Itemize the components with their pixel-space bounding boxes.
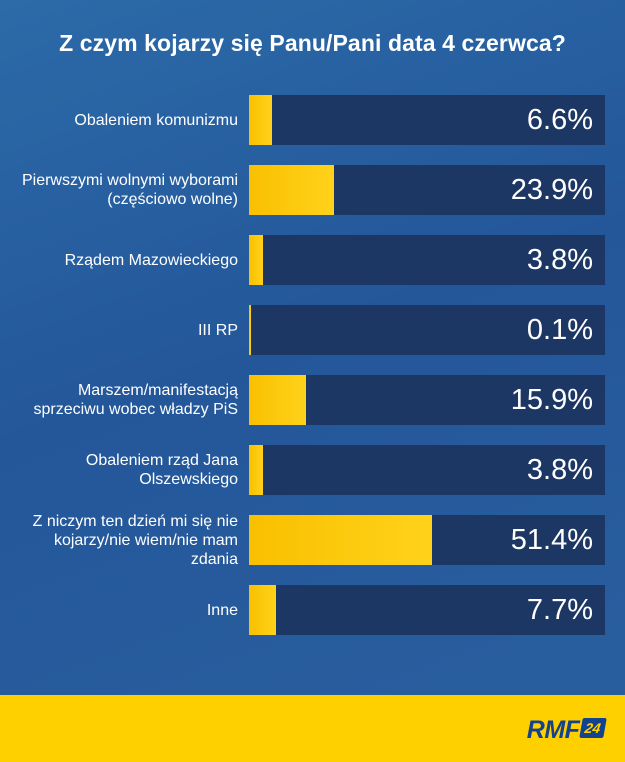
category-label: Pierwszymi wolnymi wyborami (częściowo w… [21,172,238,208]
bar-row: Z niczym ten dzień mi się nie kojarzy/ni… [0,512,625,568]
rmf24-logo: RMF 24 [526,716,607,744]
bar [249,515,432,565]
value-label: 7.7% [526,593,593,626]
value-label: 3.8% [526,453,593,486]
bar-row: Rządem Mazowieckiego 3.8% [0,235,625,285]
bar [249,305,251,355]
bar-row: Marszem/manifestacją sprzeciwu wobec wła… [0,375,625,425]
value-label: 0.1% [526,313,593,346]
bar-row: Obaleniem komunizmu 6.6% [0,95,625,145]
bar-row: Inne 7.7% [0,585,625,635]
value-label: 51.4% [510,523,593,556]
value-label: 3.8% [526,243,593,276]
category-label: III RP [197,321,238,339]
category-label: Rządem Mazowieckiego [64,251,238,269]
bar-track: 7.7% [249,585,605,635]
bar-track: 23.9% [249,165,605,215]
bar [249,445,263,495]
bar-track: 6.6% [249,95,605,145]
value-label: 15.9% [510,383,593,416]
bar-track: 3.8% [249,235,605,285]
bar [249,235,263,285]
logo-badge: 24 [579,718,607,738]
bar-track: 3.8% [249,445,605,495]
bar [249,95,273,145]
category-label: Marszem/manifestacją sprzeciwu wobec wła… [33,382,238,418]
bar-track: 15.9% [249,375,605,425]
category-label: Z niczym ten dzień mi się nie kojarzy/ni… [32,512,238,568]
value-label: 6.6% [526,103,593,136]
category-label: Obaleniem rząd Jana Olszewskiego [85,452,238,488]
footer-bar: RMF 24 [0,695,625,762]
logo-text: RMF [526,716,580,744]
category-label: Obaleniem komunizmu [74,111,238,129]
bar-row: III RP 0.1% [0,305,625,355]
bar-track: 0.1% [249,305,605,355]
chart-title: Z czym kojarzy się Panu/Pani data 4 czer… [59,30,566,56]
bar [249,375,306,425]
category-label: Inne [206,601,238,619]
bar-row: Pierwszymi wolnymi wyborami (częściowo w… [0,165,625,215]
bar [249,165,335,215]
bar-row: Obaleniem rząd Jana Olszewskiego 3.8% [0,445,625,495]
bar-chart: Obaleniem komunizmu 6.6% Pierwszymi wolnym… [0,95,625,635]
bar [249,585,277,635]
value-label: 23.9% [510,173,593,206]
bar-track: 51.4% [249,515,605,565]
